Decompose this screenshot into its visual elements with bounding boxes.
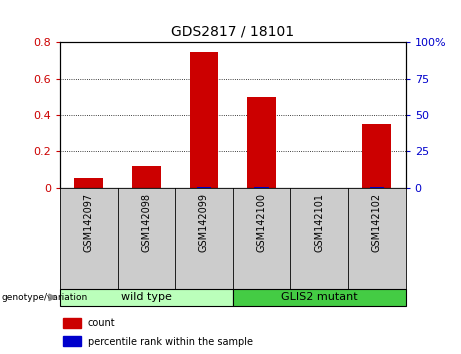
Bar bbox=[64, 318, 81, 328]
Bar bbox=[189, 52, 219, 188]
Text: GSM142098: GSM142098 bbox=[142, 193, 151, 252]
Text: GSM142102: GSM142102 bbox=[372, 193, 382, 252]
FancyBboxPatch shape bbox=[60, 289, 233, 306]
Bar bbox=[197, 187, 211, 188]
Text: count: count bbox=[88, 318, 115, 328]
Bar bbox=[362, 124, 391, 188]
Bar bbox=[247, 97, 276, 188]
Text: GSM142097: GSM142097 bbox=[84, 193, 94, 252]
Text: genotype/variation: genotype/variation bbox=[1, 293, 88, 302]
FancyBboxPatch shape bbox=[233, 289, 406, 306]
Bar bbox=[74, 178, 103, 188]
Text: GLIS2 mutant: GLIS2 mutant bbox=[281, 292, 358, 302]
Text: GSM142101: GSM142101 bbox=[314, 193, 324, 252]
Text: percentile rank within the sample: percentile rank within the sample bbox=[88, 337, 253, 347]
Bar bbox=[132, 166, 161, 188]
Text: GSM142099: GSM142099 bbox=[199, 193, 209, 252]
Title: GDS2817 / 18101: GDS2817 / 18101 bbox=[171, 24, 295, 39]
Text: GSM142100: GSM142100 bbox=[257, 193, 266, 252]
Text: wild type: wild type bbox=[121, 292, 172, 302]
Bar bbox=[64, 336, 81, 346]
